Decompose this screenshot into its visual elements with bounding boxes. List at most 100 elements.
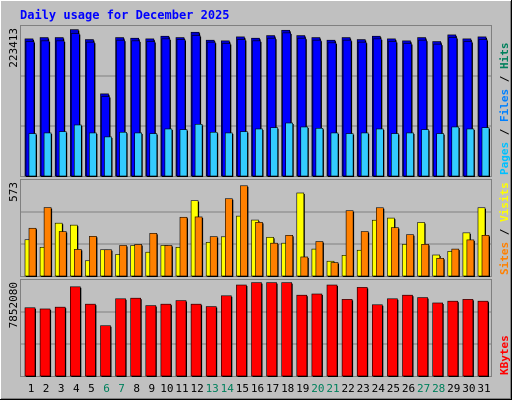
panel-2-legend: Sites / Visits — [498, 182, 511, 275]
legend-visits: Visits — [498, 182, 511, 222]
visits-bar-day-19 — [296, 192, 305, 277]
day-label-23: 23 — [357, 382, 370, 395]
kbytes-bar-day-20 — [311, 293, 323, 377]
x-axis-day-labels: 1 2 3 4 5 6 7 8 9 10 11 12 13 14 15 16 17 18 19 20 21 22 23 24 2… — [28, 382, 491, 395]
sites-bar-day-15 — [240, 185, 248, 277]
kbytes-bar-day-19 — [296, 294, 308, 377]
pages-bar-day-14 — [225, 132, 233, 177]
sites-bar-day-28 — [436, 257, 445, 277]
sites-bar-day-29 — [451, 248, 460, 277]
sites-bar-day-18 — [285, 235, 294, 277]
sites-bar-day-31 — [481, 235, 490, 277]
day-label-9: 9 — [148, 382, 155, 395]
kbytes-bar-day-2 — [39, 308, 51, 377]
sites-bar-day-20 — [315, 241, 324, 277]
panel-2-bars — [24, 185, 490, 277]
kbytes-bar-day-18 — [281, 282, 293, 377]
pages-bar-day-27 — [421, 129, 429, 177]
panel-kbytes: 7852080 KBytes — [7, 279, 511, 377]
sites-bar-day-7 — [119, 245, 127, 277]
pages-bar-day-31 — [481, 127, 490, 177]
kbytes-bar-day-17 — [266, 282, 277, 377]
sites-bar-day-1 — [28, 227, 37, 277]
sites-bar-day-23 — [360, 231, 369, 277]
kbytes-bar-day-16 — [251, 282, 262, 377]
kbytes-bar-day-13 — [205, 306, 217, 377]
kbytes-bar-day-29 — [447, 300, 459, 377]
sites-bar-day-13 — [209, 236, 218, 277]
pages-bar-day-7 — [119, 131, 127, 177]
kbytes-bar-day-24 — [371, 304, 383, 377]
pages-bar-day-28 — [436, 133, 445, 177]
day-label-21: 21 — [326, 382, 339, 395]
sites-bar-day-6 — [104, 249, 112, 277]
panel-2-ymax-label: 573 — [7, 182, 20, 202]
panel-3-bars — [24, 282, 489, 377]
sites-bar-day-26 — [406, 234, 414, 277]
panel-visits-sites: 573 Sites / Visits — [7, 179, 511, 277]
day-label-25: 25 — [387, 382, 400, 395]
day-label-3: 3 — [58, 382, 65, 395]
sites-bar-day-11 — [179, 216, 188, 277]
pages-bar-day-26 — [406, 132, 414, 177]
sites-bar-day-8 — [134, 244, 142, 277]
pages-bar-day-9 — [149, 133, 158, 177]
kbytes-bar-day-7 — [115, 298, 126, 377]
kbytes-bar-day-22 — [341, 299, 353, 377]
kbytes-bar-day-21 — [326, 284, 338, 377]
pages-bar-day-24 — [375, 128, 384, 177]
legend-hits: Hits — [498, 43, 511, 70]
kbytes-bar-day-3 — [54, 306, 66, 377]
pages-bar-day-21 — [330, 132, 339, 177]
pages-bar-day-13 — [209, 131, 218, 177]
kbytes-bar-day-14 — [221, 295, 232, 377]
kbytes-bar-day-8 — [130, 297, 141, 377]
pages-bar-day-12 — [194, 124, 203, 177]
pages-bar-day-10 — [164, 128, 173, 177]
pages-bar-day-2 — [43, 132, 52, 177]
pages-bar-day-3 — [58, 131, 67, 177]
kbytes-bar-day-28 — [432, 302, 444, 377]
day-label-8: 8 — [133, 382, 140, 395]
chart-title: Daily usage for December 2025 — [20, 8, 230, 22]
kbytes-bar-day-6 — [100, 325, 111, 377]
day-label-22: 22 — [341, 382, 354, 395]
sites-bar-day-10 — [164, 245, 173, 277]
day-label-28: 28 — [432, 382, 445, 395]
pages-bar-day-22 — [345, 133, 354, 177]
day-label-24: 24 — [372, 382, 386, 395]
kbytes-bar-day-1 — [24, 307, 36, 377]
pages-bar-day-29 — [451, 126, 460, 177]
pages-bar-day-1 — [28, 133, 37, 177]
sites-bar-day-22 — [345, 210, 354, 277]
sites-bar-day-12 — [194, 216, 203, 277]
pages-bar-day-30 — [466, 128, 475, 177]
sites-bar-day-9 — [149, 233, 158, 277]
kbytes-bar-day-25 — [387, 298, 398, 377]
day-label-12: 12 — [190, 382, 203, 395]
day-label-18: 18 — [281, 382, 294, 395]
kbytes-bar-day-23 — [356, 287, 368, 377]
legend-sep-1: / — [498, 128, 511, 135]
day-label-30: 30 — [462, 382, 475, 395]
day-label-16: 16 — [251, 382, 264, 395]
panel-1-legend: Pages / Files / Hits — [498, 43, 511, 176]
pages-bar-day-20 — [315, 128, 324, 177]
panel-2-legend-text: Sites / Visits — [498, 182, 511, 275]
day-label-7: 7 — [118, 382, 125, 395]
pages-bar-day-25 — [391, 133, 399, 177]
kbytes-bar-day-10 — [160, 303, 172, 377]
sites-bar-day-27 — [421, 244, 429, 277]
day-label-6: 6 — [103, 382, 110, 395]
pages-bar-day-4 — [74, 124, 82, 177]
legend-sep-2: / — [498, 75, 511, 82]
sites-bar-day-19 — [300, 256, 309, 277]
day-label-13: 13 — [206, 382, 219, 395]
panel-1-legend-text: Pages / Files / Hits — [498, 43, 511, 176]
legend-files: Files — [498, 89, 511, 122]
kbytes-bar-day-15 — [236, 284, 247, 377]
pages-bar-day-17 — [270, 127, 278, 177]
day-label-10: 10 — [160, 382, 173, 395]
day-label-29: 29 — [447, 382, 460, 395]
